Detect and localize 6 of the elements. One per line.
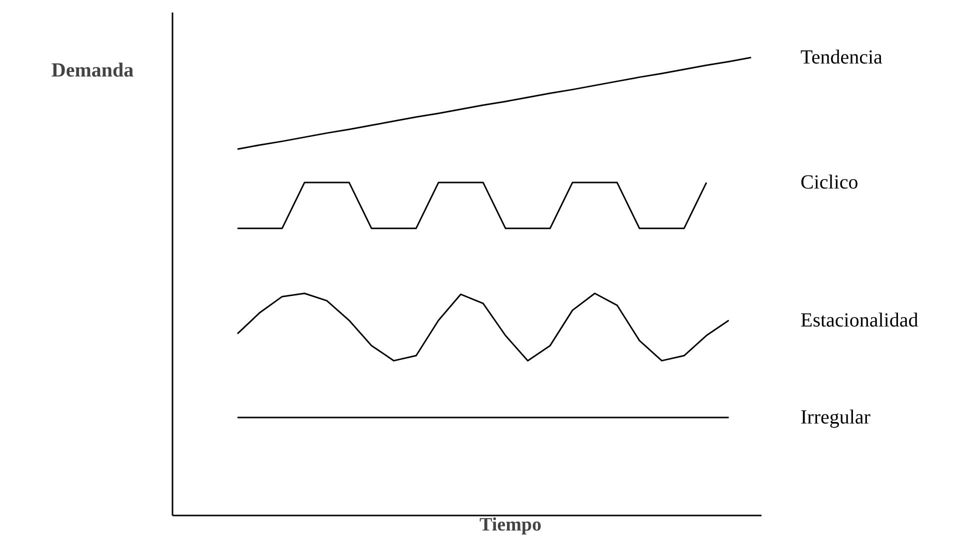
text: Irregular <box>800 406 871 428</box>
text: Tendencia <box>800 46 883 68</box>
text: Estacionalidad <box>800 309 918 332</box>
y-axis-title: Demanda <box>51 60 134 82</box>
x-axis-title: Tiempo <box>480 514 542 536</box>
text: Ciclico <box>800 172 858 194</box>
